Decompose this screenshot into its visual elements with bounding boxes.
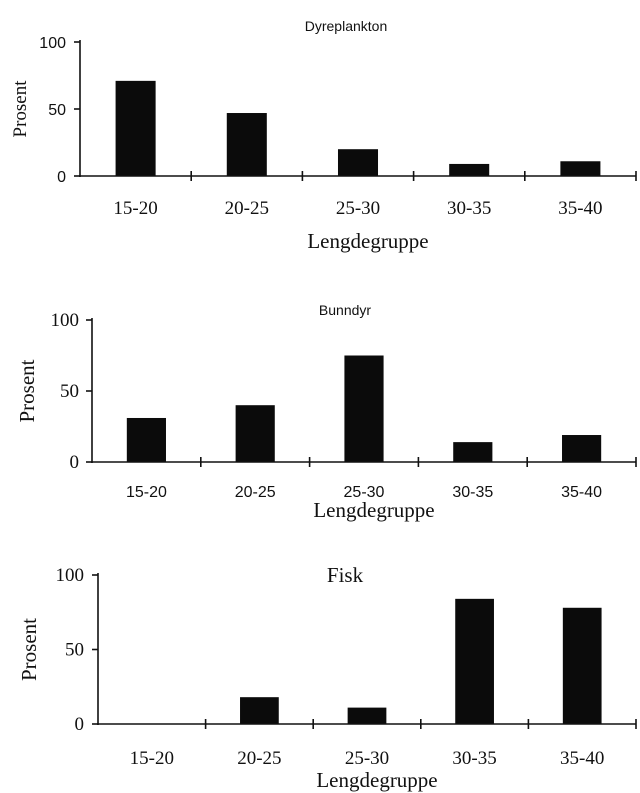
y-tick-label: 100 [51, 310, 80, 331]
bar-20-25 [235, 405, 275, 462]
y-axis-label: Prosent [15, 359, 39, 422]
bar-25-30 [347, 707, 387, 724]
y-tick-label: 100 [39, 35, 66, 52]
bar-35-40 [562, 607, 602, 724]
x-tick-label: 15-20 [126, 484, 167, 501]
x-tick-label: 35-40 [558, 198, 602, 219]
x-tick-label: 30-35 [452, 748, 496, 769]
x-tick-label: 15-20 [113, 198, 157, 219]
x-tick-label: 25-30 [336, 198, 380, 219]
x-tick-label: 25-30 [344, 484, 385, 501]
x-tick-label: 30-35 [452, 484, 493, 501]
bar-15-20 [126, 417, 166, 462]
chart-title: Bunndyr [319, 302, 371, 318]
x-axis-label: Lengdegruppe [316, 768, 437, 792]
x-tick-label: 30-35 [447, 198, 491, 219]
bar-25-30 [337, 149, 379, 176]
chart-panel-2: Bunndyr 0 50 100 15-20 20-25 25-30 30-35 35-40 Le… [15, 302, 637, 522]
bar-20-25 [240, 697, 279, 724]
bar-30-35 [449, 163, 490, 176]
bar-30-35 [455, 598, 494, 724]
y-tick-label: 100 [56, 565, 85, 586]
x-axis-label: Lengdegruppe [307, 229, 428, 253]
x-tick-label: 20-25 [225, 198, 269, 219]
y-tick-label: 50 [60, 381, 79, 402]
bar-30-35 [453, 442, 493, 462]
y-tick-label: 0 [70, 452, 80, 473]
y-tick-label: 50 [65, 640, 84, 661]
y-tick-label: 0 [75, 714, 85, 735]
x-tick-label: 25-30 [345, 748, 389, 769]
chart-panel-1: Dyreplankton 0 50 100 15-20 20-25 25-30 30-35 35… [10, 18, 637, 253]
y-axis-label: Prosent [10, 80, 31, 138]
x-tick-label: 15-20 [130, 748, 174, 769]
chart-panel-3: Fisk 0 50 100 15-20 20-25 25-30 30-35 35-40 Lengd… [17, 563, 637, 792]
y-tick-label: 0 [57, 169, 66, 186]
chart-title: Dyreplankton [305, 18, 388, 34]
bar-15-20 [115, 80, 156, 176]
x-tick-label: 20-25 [237, 748, 281, 769]
bar-35-40 [560, 161, 601, 176]
x-tick-label: 35-40 [560, 748, 604, 769]
y-axis-label: Prosent [17, 618, 41, 681]
y-tick-label: 50 [48, 102, 66, 119]
chart-title: Fisk [327, 563, 364, 587]
x-axis-label: Lengdegruppe [313, 498, 434, 522]
bar-35-40 [562, 435, 602, 462]
x-tick-label: 35-40 [561, 484, 602, 501]
x-tick-label: 20-25 [235, 484, 276, 501]
bar-25-30 [344, 355, 384, 462]
bar-20-25 [226, 113, 267, 176]
